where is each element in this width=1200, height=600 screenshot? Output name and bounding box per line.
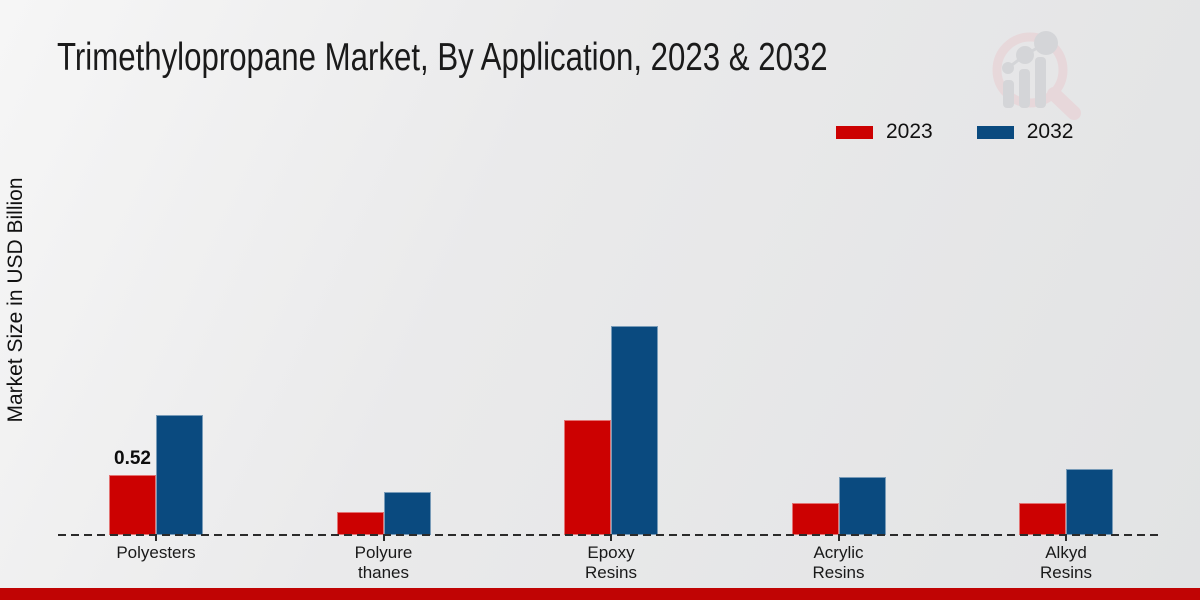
x-axis-tick <box>382 535 385 541</box>
bar-2023-category-0 <box>109 475 156 535</box>
legend-item-2032: 2032 <box>976 120 1074 144</box>
bar-2032-category-3 <box>838 477 886 535</box>
bar-value-label: 0.52 <box>114 448 151 469</box>
bar-2032-category-2 <box>611 326 658 535</box>
x-axis-tick <box>1065 535 1067 541</box>
chart-title: Trimethylopropane Market, By Application… <box>57 36 828 79</box>
bar-2023-category-1 <box>336 512 384 535</box>
bar-2023-category-2 <box>564 420 611 535</box>
legend-label-2023: 2023 <box>886 120 933 143</box>
bar-2032-category-4 <box>1066 469 1113 535</box>
category-label: Polyure thanes <box>354 543 413 582</box>
category-label: Alkyd Resins <box>1040 543 1092 582</box>
market-research-magnifier-logo-icon <box>992 31 1081 120</box>
category-label: Acrylic Resins <box>812 543 865 582</box>
bar-2023-category-3 <box>791 503 839 535</box>
bar-2032-category-1 <box>383 492 431 535</box>
y-axis-label: Market Size in USD Billion <box>4 177 27 423</box>
legend-label-2032: 2032 <box>1026 120 1074 143</box>
bar-2023-category-4 <box>1019 503 1066 535</box>
legend-item-2023: 2023 <box>836 120 933 144</box>
legend: 2023 2032 <box>836 120 1073 144</box>
x-axis-baseline <box>58 534 1158 536</box>
legend-swatch-2032 <box>976 125 1014 139</box>
category-label: Epoxy Resins <box>585 543 637 582</box>
x-axis-tick <box>610 535 612 541</box>
category-label: Polyesters <box>116 543 196 562</box>
x-axis-tick <box>155 535 157 541</box>
x-axis-tick <box>837 535 840 541</box>
footer-accent-bar <box>0 588 1200 600</box>
legend-swatch-2023 <box>836 125 873 139</box>
bar-2032-category-0 <box>156 415 203 535</box>
